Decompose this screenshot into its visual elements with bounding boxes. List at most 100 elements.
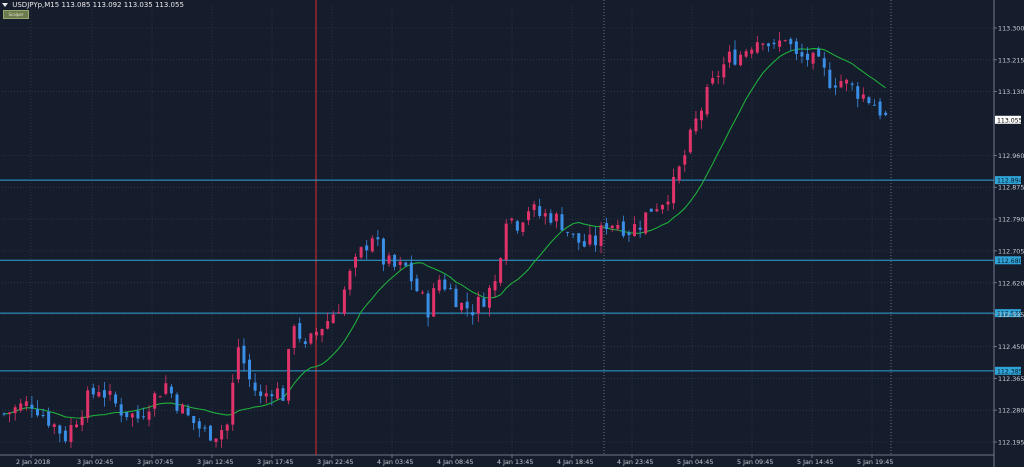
candle-body xyxy=(136,410,140,419)
candle-body xyxy=(845,79,849,84)
candle-body xyxy=(856,86,860,99)
candle-body xyxy=(861,94,865,99)
candle-body xyxy=(387,255,391,264)
candle-body xyxy=(309,333,313,344)
candle-body xyxy=(806,53,810,60)
candle-body xyxy=(493,280,497,291)
candle-body xyxy=(577,233,581,243)
candle-body xyxy=(259,391,263,397)
candle-body xyxy=(566,231,570,233)
candle-body xyxy=(47,411,51,426)
current-price-box xyxy=(995,115,1021,124)
x-tick-label: 4 Jan 13:45 xyxy=(497,458,533,466)
candle-body xyxy=(432,288,436,317)
y-tick-label: 112.875 xyxy=(998,184,1024,192)
candle-body xyxy=(716,75,720,77)
candle-body xyxy=(164,383,168,394)
time-axis[interactable]: 2 Jan 2018 3 Jan 02:45 3 Jan 07:45 3 Jan 12… xyxy=(16,455,893,466)
candle-body xyxy=(231,382,235,425)
candle-body xyxy=(52,424,56,427)
candle-body xyxy=(303,341,307,345)
candle-body xyxy=(348,270,352,290)
price-axis[interactable]: 113.300 113.215 113.130 112.960 112.875 112.7… xyxy=(994,25,1024,447)
x-tick-label: 5 Jan 19:45 xyxy=(857,458,893,466)
candle-body xyxy=(560,214,564,231)
x-tick-label: 4 Jan 08:45 xyxy=(437,458,473,466)
level-label-box xyxy=(995,366,1021,375)
candle-body xyxy=(817,49,821,57)
candle-body xyxy=(381,238,385,265)
chart-header: USDJPYp,M15 113.085 113.092 113.035 113.… xyxy=(2,1,184,9)
candle-body xyxy=(359,247,363,258)
candle-body xyxy=(694,118,698,132)
candle-body xyxy=(465,301,469,309)
candle-body xyxy=(225,424,229,431)
candle-body xyxy=(705,87,709,115)
x-tick-label: 2 Jan 2018 xyxy=(16,458,50,466)
dropdown-triangle-icon[interactable] xyxy=(2,3,8,7)
ma-line xyxy=(3,48,886,419)
candle-body xyxy=(487,287,491,308)
candle-body xyxy=(13,407,17,414)
x-tick-label: 3 Jan 22:45 xyxy=(317,458,353,466)
candle-body xyxy=(298,323,302,339)
candle-body xyxy=(281,388,285,401)
candle-body xyxy=(744,51,748,57)
candle-body xyxy=(342,289,346,314)
candle-body xyxy=(220,430,224,440)
x-tick-label: 5 Jan 09:45 xyxy=(737,458,773,466)
candle-body xyxy=(292,326,296,348)
candle-body xyxy=(242,345,246,364)
candle-body xyxy=(437,279,441,291)
candle-body xyxy=(63,430,67,442)
candle-body xyxy=(482,298,486,307)
candle-body xyxy=(727,51,731,63)
x-tick-label: 5 Jan 14:45 xyxy=(797,458,833,466)
candles xyxy=(2,31,888,449)
indicator-badge[interactable]: Scalper xyxy=(3,10,29,19)
candle-body xyxy=(476,296,480,314)
candle-body xyxy=(19,403,23,411)
candle-body xyxy=(766,43,770,47)
candle-body xyxy=(828,69,832,89)
candle-body xyxy=(97,392,101,397)
level-label-box xyxy=(995,256,1021,265)
candle-body xyxy=(58,425,62,434)
candle-body xyxy=(443,279,447,290)
y-tick-label: 113.300 xyxy=(998,25,1024,33)
candle-body xyxy=(510,218,514,221)
x-tick-label: 4 Jan 23:45 xyxy=(617,458,653,466)
candle-body xyxy=(270,394,274,397)
candle-body xyxy=(593,235,597,246)
candle-body xyxy=(644,212,648,234)
candle-body xyxy=(839,80,843,88)
candle-body xyxy=(633,224,637,236)
candle-body xyxy=(80,416,84,426)
candle-body xyxy=(2,413,6,415)
candle-body xyxy=(454,288,458,308)
candle-body xyxy=(872,104,876,106)
candle-body xyxy=(125,412,129,418)
candle-body xyxy=(833,85,837,88)
candle-body xyxy=(130,413,134,418)
y-tick-label: 112.365 xyxy=(998,375,1024,383)
candle-body xyxy=(264,393,268,397)
horizontal-levels[interactable]: 112.894 112.680 112.539 112.385 xyxy=(0,176,1023,375)
candle-body xyxy=(75,424,79,428)
level-label-box xyxy=(995,176,1021,185)
candle-body xyxy=(532,204,536,211)
candle-body xyxy=(739,54,743,66)
moving-average xyxy=(3,48,886,419)
candle-body xyxy=(515,221,519,231)
candle-body xyxy=(521,222,525,232)
candle-body xyxy=(114,394,118,404)
candle-body xyxy=(275,388,279,399)
chart-grid xyxy=(0,0,995,467)
candle-body xyxy=(102,390,106,398)
candle-body xyxy=(722,64,726,78)
candle-body xyxy=(672,176,676,204)
candle-body xyxy=(158,396,162,398)
candle-body xyxy=(326,321,330,329)
candle-body xyxy=(761,43,765,45)
